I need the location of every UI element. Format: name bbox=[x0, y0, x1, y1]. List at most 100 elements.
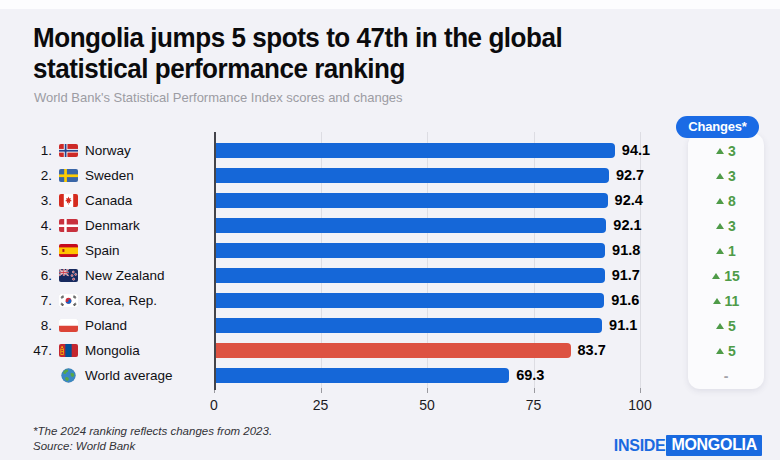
globe-icon bbox=[61, 368, 76, 383]
arrow-up-icon bbox=[716, 223, 724, 229]
arrow-up-icon bbox=[716, 148, 724, 154]
arrow-up-icon bbox=[713, 298, 721, 304]
logo-text-mongolia: MONGOLIA bbox=[666, 435, 762, 456]
spain-flag bbox=[59, 244, 78, 258]
arrow-up-icon bbox=[716, 323, 724, 329]
row-rank: 6. bbox=[24, 268, 52, 283]
change-item: 5 bbox=[688, 342, 764, 360]
chart-subtitle: World Bank's Statistical Performance Ind… bbox=[34, 90, 403, 105]
footnote: *The 2024 ranking reflects changes from … bbox=[33, 424, 272, 454]
row-label: World average bbox=[24, 366, 208, 385]
row-rank: 7. bbox=[24, 293, 52, 308]
bar-world-average bbox=[216, 368, 510, 383]
bar-new-zealand bbox=[216, 268, 605, 283]
country-name: Spain bbox=[85, 243, 208, 258]
value-label: 69.3 bbox=[516, 367, 544, 383]
country-name: Denmark bbox=[85, 218, 208, 233]
bar-canada bbox=[216, 193, 608, 208]
change-item: 3 bbox=[688, 167, 764, 185]
footnote-line: *The 2024 ranking reflects changes from … bbox=[33, 424, 272, 439]
country-name: New Zealand bbox=[85, 268, 208, 283]
x-tick-label: 100 bbox=[620, 397, 660, 413]
country-name: Canada bbox=[85, 193, 208, 208]
row-label: 8. Poland bbox=[24, 316, 208, 335]
row-label: 7. Korea, Rep. bbox=[24, 291, 208, 310]
change-value: 15 bbox=[724, 268, 740, 284]
row-label: 5. Spain bbox=[24, 241, 208, 260]
inside-mongolia-logo: INSIDE MONGOLIA bbox=[614, 435, 762, 456]
row-label: 2. Sweden bbox=[24, 166, 208, 185]
tick-mark-50 bbox=[427, 388, 428, 393]
tick-mark-25 bbox=[321, 388, 322, 393]
row-rank: 2. bbox=[24, 168, 52, 183]
south-korea-flag bbox=[59, 294, 78, 308]
new-zealand-flag bbox=[59, 269, 78, 283]
infographic: Mongolia jumps 5 spots to 47th in the gl… bbox=[0, 0, 780, 460]
row-rank: 3. bbox=[24, 193, 52, 208]
change-item: 3 bbox=[688, 142, 764, 160]
change-value: 3 bbox=[728, 168, 736, 184]
change-item: 11 bbox=[688, 292, 764, 310]
value-label: 92.7 bbox=[616, 167, 644, 183]
arrow-up-icon bbox=[716, 348, 724, 354]
change-item: - bbox=[688, 367, 764, 385]
country-name: Sweden bbox=[85, 168, 208, 183]
sweden-flag bbox=[59, 169, 78, 183]
x-tick-label: 75 bbox=[514, 397, 554, 413]
x-tick-label: 25 bbox=[301, 397, 341, 413]
bar-korea-rep- bbox=[216, 293, 605, 308]
tick-mark-100 bbox=[640, 388, 641, 393]
arrow-up-icon bbox=[716, 173, 724, 179]
change-value: - bbox=[724, 368, 729, 384]
bar-spain bbox=[216, 243, 606, 258]
change-item: 8 bbox=[688, 192, 764, 210]
value-label: 92.1 bbox=[613, 217, 641, 233]
y-axis-line bbox=[214, 132, 216, 390]
change-value: 8 bbox=[728, 193, 736, 209]
logo-text-inside: INSIDE bbox=[614, 437, 666, 455]
bar-denmark bbox=[216, 218, 607, 233]
value-label: 94.1 bbox=[622, 142, 650, 158]
value-label: 91.6 bbox=[611, 292, 639, 308]
value-label: 91.7 bbox=[612, 267, 640, 283]
change-item: 5 bbox=[688, 317, 764, 335]
row-rank: 5. bbox=[24, 243, 52, 258]
value-label: 83.7 bbox=[578, 342, 606, 358]
bar-mongolia bbox=[216, 343, 571, 358]
changes-header-badge: Changes* bbox=[676, 116, 759, 138]
bar-sweden bbox=[216, 168, 609, 183]
country-name: Poland bbox=[85, 318, 208, 333]
row-rank: 47. bbox=[24, 343, 52, 358]
denmark-flag bbox=[59, 219, 78, 233]
row-label: 6. New Zealand bbox=[24, 266, 208, 285]
row-label: 47. Mongolia bbox=[24, 341, 208, 360]
change-value: 11 bbox=[725, 293, 740, 309]
arrow-up-icon bbox=[716, 248, 724, 254]
change-item: 1 bbox=[688, 242, 764, 260]
row-rank: 8. bbox=[24, 318, 52, 333]
change-value: 3 bbox=[728, 218, 736, 234]
value-label: 92.4 bbox=[615, 192, 643, 208]
change-value: 5 bbox=[728, 318, 736, 334]
country-name: Mongolia bbox=[85, 343, 208, 358]
arrow-up-icon bbox=[716, 198, 724, 204]
tick-mark-75 bbox=[534, 388, 535, 393]
bar-poland bbox=[216, 318, 603, 333]
title-line-1: Mongolia jumps 5 spots to 47th in the gl… bbox=[33, 22, 562, 53]
bar-norway bbox=[216, 143, 615, 158]
change-item: 3 bbox=[688, 217, 764, 235]
source-line: Source: World Bank bbox=[33, 439, 272, 454]
x-tick-label: 0 bbox=[194, 397, 234, 413]
x-tick-label: 50 bbox=[407, 397, 447, 413]
country-name: World average bbox=[85, 368, 208, 383]
change-value: 3 bbox=[728, 143, 736, 159]
country-name: Korea, Rep. bbox=[85, 293, 208, 308]
mongolia-flag bbox=[59, 344, 78, 358]
value-label: 91.1 bbox=[609, 317, 637, 333]
change-item: 15 bbox=[688, 267, 764, 285]
change-value: 1 bbox=[728, 243, 736, 259]
top-strip bbox=[0, 0, 780, 9]
row-rank: 4. bbox=[24, 218, 52, 233]
row-label: 4. Denmark bbox=[24, 216, 208, 235]
arrow-up-icon bbox=[712, 273, 720, 279]
